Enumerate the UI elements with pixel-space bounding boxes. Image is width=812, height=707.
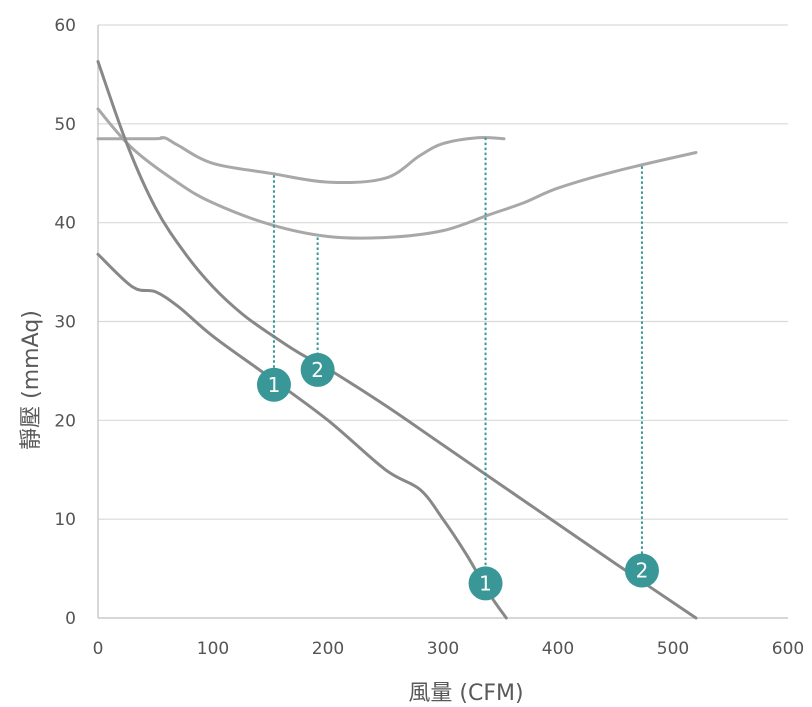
y-tick-label: 10 — [54, 510, 76, 530]
marker-label-3: 1 — [479, 571, 492, 595]
marker-point-4 — [624, 553, 659, 588]
axes — [97, 25, 788, 619]
marker-point-3 — [468, 566, 503, 601]
marker-label-2: 2 — [311, 358, 324, 382]
y-tick-label: 40 — [54, 214, 76, 234]
series-line-3 — [96, 60, 698, 620]
y-tick-label: 20 — [54, 411, 76, 431]
tick-labels: 0 100 200 300 400 500 600 0 10 20 30 40 50 60 — [54, 16, 804, 659]
x-tick-label: 300 — [427, 639, 459, 659]
y-tick-label: 60 — [54, 16, 76, 36]
y-tick-label: 30 — [54, 313, 76, 333]
x-tick-label: 0 — [93, 639, 104, 659]
x-tick-label: 500 — [657, 639, 689, 659]
x-axis-title: 風量 (CFM) — [408, 681, 523, 706]
gridlines — [98, 24, 788, 520]
x-tick-label: 200 — [312, 639, 344, 659]
marker-point-2 — [300, 352, 335, 387]
series-line-4 — [96, 252, 508, 620]
y-tick-label: 0 — [65, 609, 76, 629]
series-line-2 — [96, 107, 698, 240]
series-line-1 — [96, 135, 506, 184]
guide-lines — [272, 137, 643, 579]
operating-point-markers: 1 2 1 2 — [256, 352, 659, 601]
x-tick-label: 100 — [197, 639, 229, 659]
x-tick-label: 400 — [542, 639, 574, 659]
x-tick-label: 600 — [772, 639, 804, 659]
series-lines — [96, 60, 698, 620]
marker-label-4: 2 — [636, 559, 649, 583]
y-axis-title: 靜壓 (mmAq) — [19, 310, 44, 450]
y-tick-label: 50 — [54, 115, 76, 135]
marker-label-1: 1 — [268, 373, 281, 397]
marker-point-1 — [256, 367, 291, 402]
